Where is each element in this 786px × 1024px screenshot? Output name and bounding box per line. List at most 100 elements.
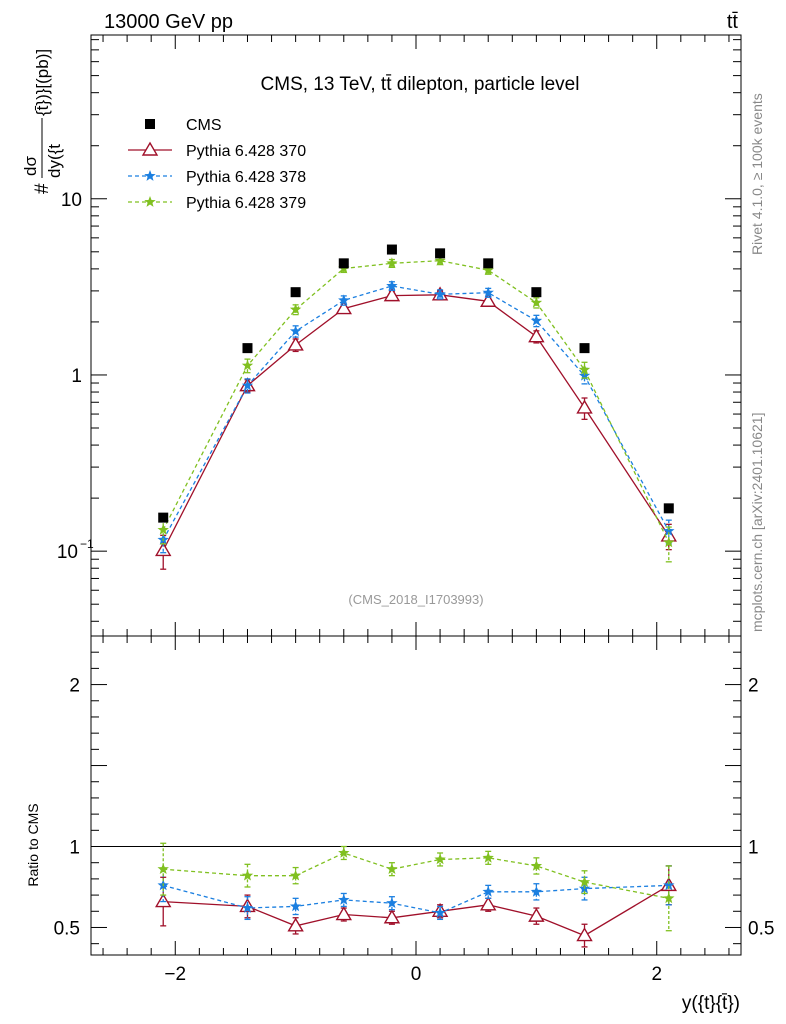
ratio-point-pythia-379 — [530, 859, 543, 871]
legend: CMS Pythia 6.428 370 Pythia 6.428 378 Pythi… — [128, 117, 306, 212]
ratio-point-pythia-370 — [287, 917, 304, 932]
ratio-point-pythia-379 — [578, 876, 591, 887]
ratio-point-pythia-370 — [576, 927, 593, 942]
header-left-label: 13000 GeV pp — [104, 11, 233, 33]
main-point-cms — [483, 258, 494, 269]
ratio-point-pythia-379 — [434, 853, 446, 865]
ratio-y-tick-label: 0.5 — [54, 918, 80, 939]
ratio-frame — [90, 635, 742, 956]
ratio-point-pythia-379 — [386, 863, 398, 874]
ratio-point-pythia-378 — [663, 879, 675, 891]
main-series-line-pythia-378 — [162, 285, 670, 541]
main-point-pythia-370 — [383, 287, 401, 302]
main-point-pythia-378 — [482, 286, 494, 298]
main-point-cms — [386, 244, 397, 255]
ratio-y-axis-label: Ratio to CMS — [25, 803, 41, 886]
ratio-point-pythia-379 — [289, 869, 302, 881]
ratio-point-pythia-379 — [482, 851, 494, 863]
main-y-axis-label: # dσ dy({t {t̄})}[(pb)] — [21, 49, 64, 194]
main-point-pythia-370 — [576, 399, 593, 414]
main-point-pythia-379 — [241, 359, 254, 371]
main-point-cms — [663, 503, 674, 514]
main-point-pythia-378 — [530, 314, 543, 326]
ratio-point-pythia-370 — [528, 907, 545, 922]
ratio-series-line-pythia-378 — [163, 884, 669, 914]
main-point-pythia-379 — [578, 363, 591, 375]
ratio-y-tick-label-right: 1 — [748, 838, 759, 859]
legend-label-pythia-370: Pythia 6.428 370 — [186, 143, 306, 160]
main-point-pythia-370 — [528, 328, 545, 343]
main-y-tick-label: 1 — [71, 366, 82, 387]
ratio-point-pythia-379 — [338, 847, 350, 858]
main-point-pythia-370 — [480, 292, 497, 307]
ratio-y-tick-label-right: 0.5 — [748, 918, 774, 939]
x-axis-label: y({t}{t̄}) — [682, 993, 740, 1014]
main-point-pythia-379 — [157, 523, 169, 535]
main-point-pythia-370 — [287, 336, 304, 351]
main-point-pythia-379 — [663, 536, 675, 548]
ratio-point-pythia-378 — [289, 900, 302, 912]
main-point-pythia-370 — [335, 300, 352, 315]
main-y-tick-exponent: −1 — [80, 537, 94, 551]
ratio-point-pythia-379 — [241, 869, 254, 881]
legend-label-cms: CMS — [186, 117, 222, 134]
x-tick-label: −2 — [164, 964, 186, 985]
main-point-cms — [579, 343, 590, 354]
ratio-point-pythia-370 — [383, 909, 401, 924]
ratio-point-pythia-378 — [386, 897, 398, 908]
ratio-point-pythia-379 — [663, 892, 675, 904]
legend-marker-pythia-379 — [144, 196, 156, 207]
legend-label-pythia-379: Pythia 6.428 379 — [186, 195, 306, 212]
main-point-cms — [290, 287, 301, 298]
main-point-cms — [435, 248, 446, 259]
main-point-cms — [531, 287, 542, 298]
legend-marker-pythia-378 — [144, 170, 156, 181]
ratio-point-pythia-378 — [530, 885, 543, 897]
ratio-point-pythia-379 — [157, 863, 169, 874]
main-point-pythia-379 — [530, 296, 543, 308]
ratio-plot-panel: −2 0 2 0.5 0.5 1 1 2 2 — [54, 635, 774, 985]
ratio-series-line-pythia-370 — [163, 884, 670, 937]
ratio-point-pythia-378 — [482, 885, 494, 897]
ratio-y-tick-label-right: 2 — [748, 676, 759, 697]
main-title: CMS, 13 TeV, tt̄ dilepton, particle leve… — [261, 74, 580, 95]
legend-label-pythia-378: Pythia 6.428 378 — [186, 169, 306, 186]
main-point-cms — [338, 258, 349, 269]
ratio-y-tick-label: 2 — [69, 676, 80, 697]
main-series-line-pythia-370 — [162, 294, 670, 551]
main-series-line-pythia-379 — [162, 260, 670, 543]
main-point-pythia-379 — [386, 257, 398, 269]
main-point-pythia-379 — [482, 264, 494, 276]
y-label-numerator: dσ — [21, 156, 40, 176]
main-y-tick-label: 10 — [61, 190, 82, 211]
y-label-tail: {t̄})}[(pb)] — [33, 49, 52, 116]
header-right-label: tt̄ — [727, 11, 739, 33]
legend-marker-pythia-370 — [141, 141, 159, 156]
x-tick-label: 0 — [411, 964, 422, 985]
main-point-cms — [158, 512, 169, 523]
main-point-cms — [242, 343, 253, 354]
main-point-pythia-378 — [386, 280, 398, 291]
legend-marker-cms — [145, 119, 155, 129]
x-tick-label: 2 — [651, 964, 662, 985]
ratio-point-pythia-370 — [335, 906, 352, 921]
ratio-point-pythia-378 — [338, 893, 350, 905]
rivet-version-label: Rivet 4.1.0, ≥ 100k events — [749, 93, 765, 255]
ratio-y-tick-label: 1 — [69, 838, 80, 859]
source-label: mcplots.cern.ch [arXiv:2401.10621] — [749, 413, 765, 632]
ratio-point-pythia-370 — [480, 896, 497, 911]
y-label-denominator: dy({t — [45, 144, 64, 178]
main-point-pythia-378 — [434, 288, 446, 300]
main-point-pythia-378 — [338, 294, 350, 306]
ratio-series-line-pythia-379 — [163, 852, 669, 899]
analysis-id: (CMS_2018_I1703993) — [348, 592, 483, 607]
y-label-hash: # — [32, 183, 53, 194]
main-y-tick-label: 10 — [57, 542, 78, 563]
ratio-point-pythia-378 — [434, 906, 446, 918]
ratio-point-pythia-378 — [241, 902, 254, 913]
main-point-pythia-378 — [663, 525, 675, 536]
main-point-pythia-378 — [241, 379, 254, 391]
main-point-pythia-379 — [289, 303, 302, 315]
